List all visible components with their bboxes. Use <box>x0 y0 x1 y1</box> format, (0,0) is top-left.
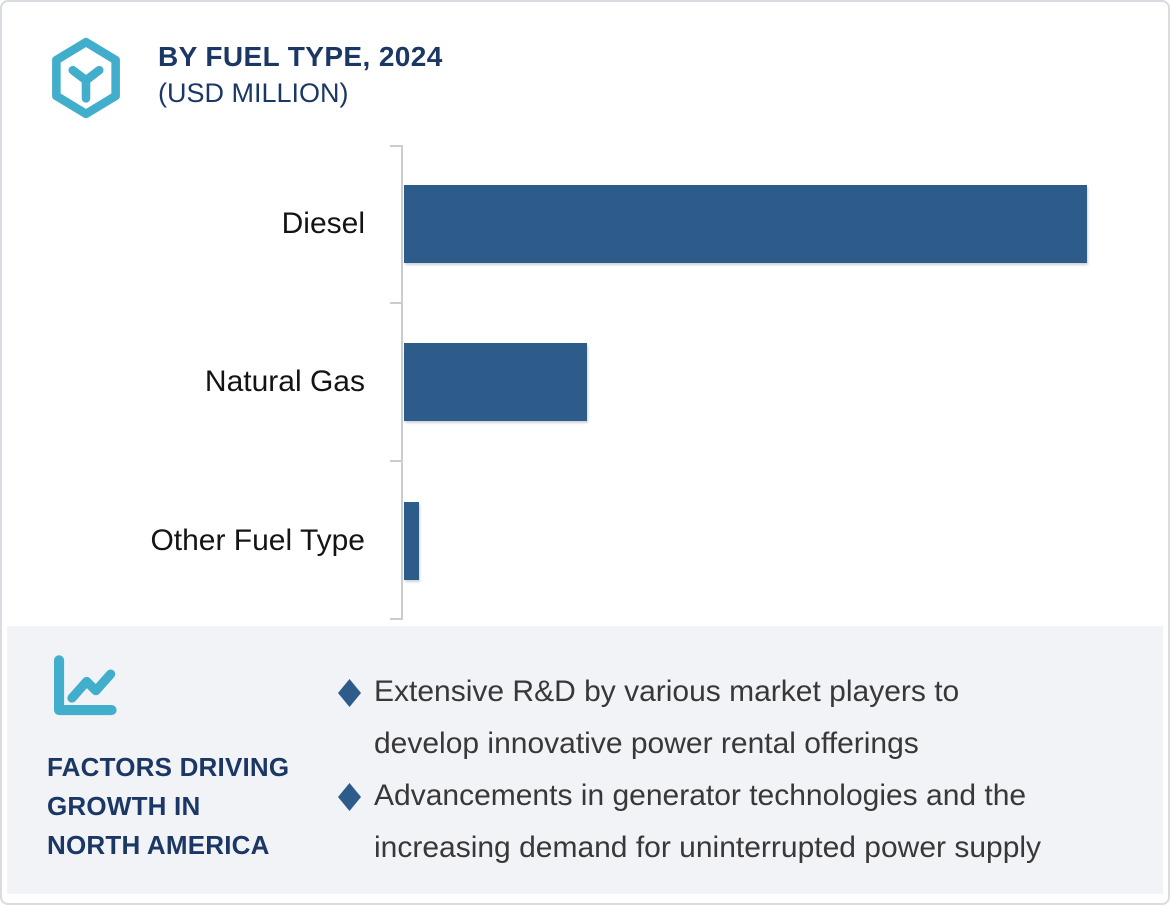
bullet-text-line: develop innovative power rental offering… <box>374 727 919 760</box>
panel-heading-line: NORTH AMERICA <box>47 830 270 860</box>
bar-chart: Diesel Natural Gas Other Fuel Type <box>2 145 1168 620</box>
bullet-text-line: Extensive R&D by various market players … <box>374 675 960 708</box>
factors-panel: FACTORS DRIVING GROWTH IN NORTH AMERICA … <box>7 626 1163 894</box>
chart-subtitle: (USD MILLION) <box>158 78 349 108</box>
category-label-natural-gas: Natural Gas <box>204 365 365 399</box>
bar-diesel <box>404 185 1087 264</box>
hexagon-y-logo-icon <box>52 37 120 119</box>
bullet-text-line: increasing demand for uninterrupted powe… <box>374 831 1042 864</box>
bar-other-fuel-type <box>404 501 420 580</box>
bar-track <box>404 185 1168 264</box>
chart-rows: Diesel Natural Gas Other Fuel Type <box>2 145 1168 620</box>
panel-heading-line: FACTORS DRIVING <box>47 752 290 782</box>
bullet-item-2: Advancements in generator technologies a… <box>338 770 1148 874</box>
chart-row-diesel: Diesel <box>2 145 1168 303</box>
bar-natural-gas <box>404 343 588 422</box>
chart-title: BY FUEL TYPE, 2024 <box>158 41 443 72</box>
panel-heading-line: GROWTH IN <box>47 791 201 821</box>
axis-tick <box>390 460 402 462</box>
chart-row-other-fuel-type: Other Fuel Type <box>2 462 1168 620</box>
bar-track <box>404 501 1168 580</box>
diamond-bullet-icon <box>338 783 361 811</box>
y-axis-line <box>401 145 403 620</box>
line-chart-icon <box>53 655 117 716</box>
bullet-item-1: Extensive R&D by various market players … <box>338 666 1148 770</box>
diamond-bullet-icon <box>338 679 361 707</box>
chart-header: BY FUEL TYPE, 2024 (USD MILLION) <box>47 35 443 121</box>
chart-row-natural-gas: Natural Gas <box>2 303 1168 461</box>
axis-tick <box>390 302 402 304</box>
bullet-list: Extensive R&D by various market players … <box>338 666 1148 874</box>
panel-heading: FACTORS DRIVING GROWTH IN NORTH AMERICA <box>47 748 289 865</box>
axis-tick <box>390 618 402 620</box>
axis-tick <box>390 145 402 147</box>
chart-title-block: BY FUEL TYPE, 2024 (USD MILLION) <box>158 35 443 109</box>
category-label-diesel: Diesel <box>281 207 365 241</box>
bullet-text: Extensive R&D by various market players … <box>374 666 959 770</box>
bar-track <box>404 343 1168 422</box>
bullet-text: Advancements in generator technologies a… <box>374 770 1041 874</box>
bullet-text-line: Advancements in generator technologies a… <box>374 779 1027 812</box>
category-label-other-fuel-type: Other Fuel Type <box>150 523 365 557</box>
